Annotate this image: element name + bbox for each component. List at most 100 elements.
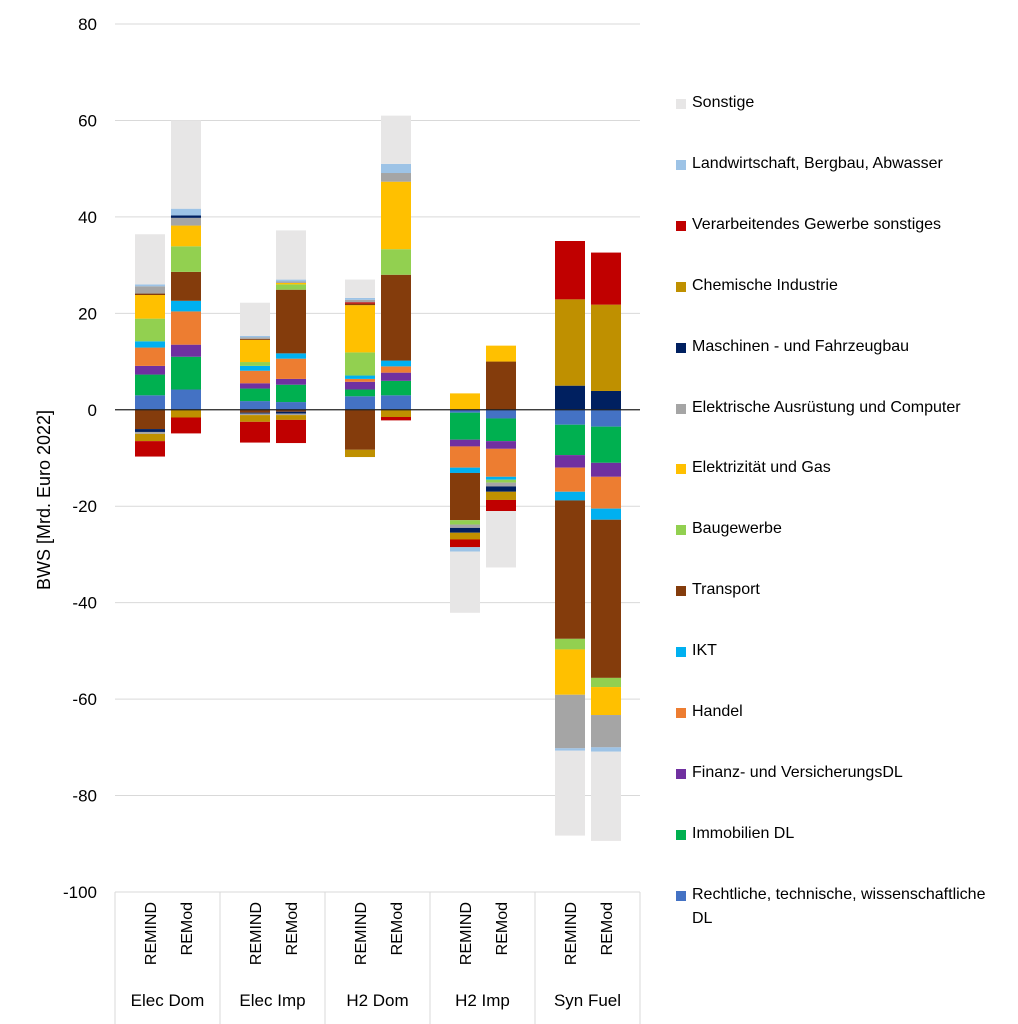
y-tick-label: 0 bbox=[88, 401, 97, 420]
bar-segment-sonstige bbox=[171, 120, 201, 209]
bar-segment-transport bbox=[276, 409, 306, 412]
bar-segment-landwirtschaft-bergbau-abwasser bbox=[591, 747, 621, 752]
bar-segment-elektrische-ausr-stung-und-computer bbox=[135, 431, 165, 434]
group-label: Elec Dom bbox=[131, 991, 205, 1010]
bar-segment-baugewerbe bbox=[486, 479, 516, 483]
bar-segment-maschinen-und-fahrzeugbau bbox=[276, 411, 306, 414]
bar-segment-verarbeitendes-gewerbe-sonstiges bbox=[345, 302, 375, 304]
legend-label: Baugewerbe bbox=[692, 520, 782, 538]
legend-swatch bbox=[676, 99, 686, 109]
bar-label: REMIND bbox=[563, 902, 580, 965]
legend-swatch bbox=[676, 647, 686, 658]
bar-segment-finanz-und-versicherungsdl bbox=[171, 344, 201, 357]
bar-segment-sonstige bbox=[486, 511, 516, 568]
bar-h2-imp-remod bbox=[486, 345, 516, 568]
bar-segment-landwirtschaft-bergbau-abwasser bbox=[381, 163, 411, 174]
bar-segment-finanz-und-versicherungsdl bbox=[345, 381, 375, 390]
bar-segment-handel bbox=[486, 448, 516, 477]
bar-segment-elektrizit-t-und-gas bbox=[240, 339, 270, 363]
bar-segment-immobilien-dl bbox=[135, 374, 165, 396]
bar-elec-dom-remod bbox=[171, 120, 201, 434]
bar-segment-sonstige bbox=[381, 115, 411, 164]
bar-segment-elektrische-ausr-stung-und-computer bbox=[240, 337, 270, 339]
bar-segment-finanz-und-versicherungsdl bbox=[591, 462, 621, 477]
legend-swatch bbox=[676, 342, 686, 353]
legend-label: Elektrische Ausrüstung und Computer bbox=[692, 398, 961, 416]
bar-segment-chemische-industrie bbox=[591, 304, 621, 391]
legend-item-elektrische-ausr-stung-und-computer: Elektrische Ausrüstung und Computer bbox=[676, 396, 992, 420]
legend-swatch bbox=[676, 768, 686, 779]
y-tick-label: 20 bbox=[78, 304, 97, 323]
bar-segment-landwirtschaft-bergbau-abwasser bbox=[135, 284, 165, 287]
bar-segment-immobilien-dl bbox=[171, 356, 201, 390]
bar-segment-verarbeitendes-gewerbe-sonstiges bbox=[135, 441, 165, 457]
bar-segment-ikt bbox=[591, 508, 621, 520]
bar-segment-verarbeitendes-gewerbe-sonstiges bbox=[240, 421, 270, 443]
legend-swatch bbox=[676, 525, 686, 536]
bar-h2-imp-remind bbox=[450, 393, 480, 613]
bar-segment-elektrizit-t-und-gas bbox=[345, 305, 375, 353]
bar-segment-maschinen-und-fahrzeugbau bbox=[486, 486, 516, 492]
legend-swatch bbox=[676, 403, 686, 414]
axes bbox=[114, 409, 641, 1024]
bar-segment-verarbeitendes-gewerbe-sonstiges bbox=[450, 539, 480, 548]
bar-segment-elektrizit-t-und-gas bbox=[276, 282, 306, 285]
legend-item-sonstige: Sonstige bbox=[676, 91, 992, 115]
bar-segment-finanz-und-versicherungsdl bbox=[240, 383, 270, 389]
bar-syn-fuel-remod bbox=[591, 252, 621, 841]
bar-segment-maschinen-und-fahrzeugbau bbox=[591, 390, 621, 410]
legend-swatch bbox=[676, 464, 686, 475]
x-category-labels: REMIND REMod REMIND REMod REMIND REMod REMIND R… bbox=[131, 902, 621, 1010]
bar-segment-elektrische-ausr-stung-und-computer bbox=[555, 694, 585, 749]
bar-segment-transport bbox=[276, 289, 306, 354]
bar-segment-landwirtschaft-bergbau-abwasser bbox=[171, 208, 201, 216]
bar-segment-elektrische-ausr-stung-und-computer bbox=[240, 413, 270, 416]
bar-segment-landwirtschaft-bergbau-abwasser bbox=[345, 297, 375, 300]
bar-segment-finanz-und-versicherungsdl bbox=[381, 372, 411, 381]
y-tick-label: 40 bbox=[78, 208, 97, 227]
bar-segment-transport bbox=[555, 500, 585, 639]
bar-segment-verarbeitendes-gewerbe-sonstiges bbox=[591, 252, 621, 305]
legend-label: Maschinen - und Fahrzeugbau bbox=[692, 337, 910, 355]
bar-segment-elektrizit-t-und-gas bbox=[591, 687, 621, 716]
legend-item-elektrizit-t-und-gas: Elektrizität und Gas bbox=[676, 456, 992, 480]
bar-segment-baugewerbe bbox=[171, 246, 201, 272]
bar-segment-immobilien-dl bbox=[450, 412, 480, 440]
legend-label: Rechtliche, technische, wissenschaftlich… bbox=[692, 885, 986, 927]
bar-segment-sonstige bbox=[555, 750, 585, 836]
bar-segment-handel bbox=[276, 358, 306, 379]
bar-segment-transport bbox=[345, 303, 375, 306]
bar-segment-elektrische-ausr-stung-und-computer bbox=[381, 173, 411, 182]
bar-segment-transport bbox=[345, 409, 375, 450]
bar-segment-rechtliche-technische-wissenschaftliche-dl bbox=[486, 409, 516, 419]
legend-swatch bbox=[676, 890, 686, 901]
bar-segment-finanz-und-versicherungsdl bbox=[276, 378, 306, 385]
bar-segment-landwirtschaft-bergbau-abwasser bbox=[555, 748, 585, 751]
bar-segment-chemische-industrie bbox=[171, 409, 201, 418]
legend-item-ikt: IKT bbox=[676, 639, 992, 663]
legend-swatch bbox=[676, 281, 686, 292]
bar-segment-rechtliche-technische-wissenschaftliche-dl bbox=[591, 409, 621, 427]
bar-label: REMIND bbox=[248, 902, 265, 965]
group-label: H2 Dom bbox=[346, 991, 408, 1010]
legend-label: Elektrizität und Gas bbox=[692, 459, 831, 477]
bar-segment-ikt bbox=[171, 300, 201, 312]
legend-label: Verarbeitendes Gewerbe sonstiges bbox=[692, 215, 942, 233]
bar-segment-transport bbox=[135, 409, 165, 430]
bar-segment-elektrische-ausr-stung-und-computer bbox=[345, 299, 375, 303]
bar-segment-immobilien-dl bbox=[276, 384, 306, 403]
legend-item-baugewerbe: Baugewerbe bbox=[676, 517, 992, 541]
legend-label: Immobilien DL bbox=[692, 824, 795, 842]
bar-segment-finanz-und-versicherungsdl bbox=[135, 365, 165, 375]
legend-item-landwirtschaft-bergbau-abwasser: Landwirtschaft, Bergbau, Abwasser bbox=[676, 152, 992, 176]
legend-swatch bbox=[676, 708, 686, 718]
bar-label: REMIND bbox=[458, 902, 475, 965]
legend-item-finanz-und-versicherungsdl: Finanz- und VersicherungsDL bbox=[676, 761, 992, 785]
bar-segment-maschinen-und-fahrzeugbau bbox=[135, 429, 165, 432]
bar-segment-sonstige bbox=[276, 230, 306, 280]
bar-elec-imp-remind bbox=[240, 302, 270, 443]
bar-segment-ikt bbox=[240, 365, 270, 371]
bar-segment-baugewerbe bbox=[591, 677, 621, 688]
bar-segment-ikt bbox=[276, 353, 306, 359]
bar-segment-elektrische-ausr-stung-und-computer bbox=[486, 482, 516, 487]
